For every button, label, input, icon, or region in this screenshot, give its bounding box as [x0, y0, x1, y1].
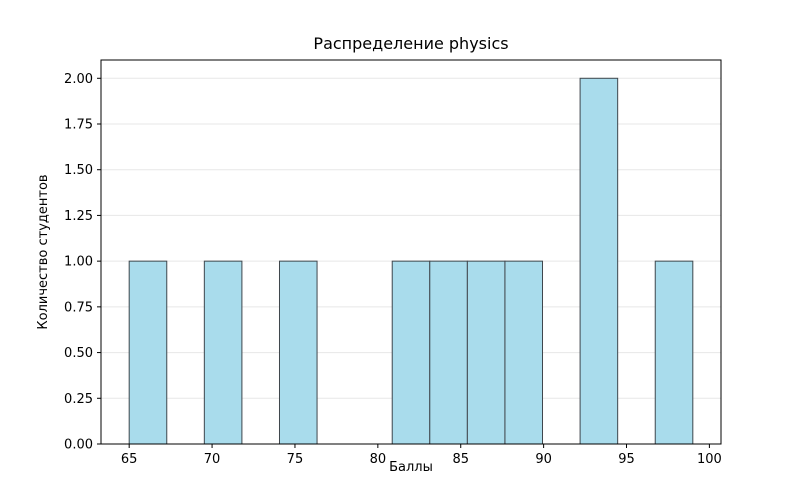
x-tick-label: 75	[287, 452, 304, 467]
chart-title: Распределение physics	[313, 34, 509, 53]
histogram-bar	[504, 260, 544, 445]
x-axis-label: Баллы	[389, 460, 433, 475]
x-tick-label: 90	[535, 452, 552, 467]
x-tick-label: 95	[618, 452, 635, 467]
y-tick-label: 1.50	[64, 163, 93, 178]
plot-border	[100, 59, 722, 445]
x-tick-label: 100	[697, 452, 722, 467]
x-tick-label: 85	[452, 452, 469, 467]
histogram-bar	[203, 260, 243, 445]
histogram-bar	[466, 260, 506, 445]
histogram-bar	[654, 260, 694, 445]
x-tick-label: 80	[370, 452, 387, 467]
histogram-bar	[128, 260, 168, 445]
y-tick-label: 0.75	[64, 300, 93, 315]
histogram-bar	[579, 77, 619, 445]
x-tick-label: 70	[204, 452, 221, 467]
x-tick-label: 65	[121, 452, 138, 467]
y-tick-label: 0.50	[64, 346, 93, 361]
y-tick-label: 2.00	[64, 72, 93, 87]
histogram-bar	[429, 260, 468, 445]
y-tick-label: 0.00	[64, 438, 93, 453]
histogram-bar	[391, 260, 431, 445]
y-axis-label: Количество студентов	[36, 174, 51, 330]
y-tick-label: 0.25	[64, 392, 93, 407]
y-tick-label: 1.25	[64, 209, 93, 224]
y-tick-label: 1.75	[64, 118, 93, 133]
y-tick-label: 1.00	[64, 255, 93, 270]
histogram-bar	[278, 260, 318, 445]
